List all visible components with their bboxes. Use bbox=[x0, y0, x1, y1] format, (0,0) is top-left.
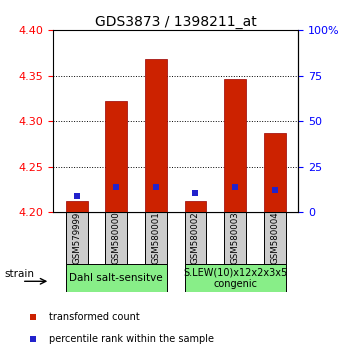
Text: S.LEW(10)x12x2x3x5
congenic: S.LEW(10)x12x2x3x5 congenic bbox=[183, 267, 287, 289]
Text: GSM579999: GSM579999 bbox=[72, 212, 81, 264]
Text: Dahl salt-sensitve: Dahl salt-sensitve bbox=[70, 273, 163, 283]
Text: GSM580003: GSM580003 bbox=[231, 212, 239, 264]
FancyBboxPatch shape bbox=[66, 264, 167, 292]
Text: percentile rank within the sample: percentile rank within the sample bbox=[49, 333, 214, 344]
Bar bbox=[66, 201, 88, 212]
Text: transformed count: transformed count bbox=[49, 312, 139, 322]
Bar bbox=[105, 101, 127, 212]
Bar bbox=[184, 201, 206, 212]
FancyBboxPatch shape bbox=[264, 212, 285, 264]
FancyBboxPatch shape bbox=[224, 212, 246, 264]
Text: GSM580000: GSM580000 bbox=[112, 212, 121, 264]
Text: GSM580002: GSM580002 bbox=[191, 212, 200, 264]
FancyBboxPatch shape bbox=[184, 264, 285, 292]
Text: strain: strain bbox=[4, 269, 34, 279]
Title: GDS3873 / 1398211_at: GDS3873 / 1398211_at bbox=[95, 15, 256, 29]
FancyBboxPatch shape bbox=[66, 212, 88, 264]
Bar bbox=[145, 59, 167, 212]
FancyBboxPatch shape bbox=[145, 212, 167, 264]
Bar bbox=[264, 133, 285, 212]
FancyBboxPatch shape bbox=[105, 212, 127, 264]
Text: GSM580001: GSM580001 bbox=[151, 212, 160, 264]
Bar bbox=[224, 79, 246, 212]
Text: GSM580004: GSM580004 bbox=[270, 212, 279, 264]
FancyBboxPatch shape bbox=[184, 212, 206, 264]
